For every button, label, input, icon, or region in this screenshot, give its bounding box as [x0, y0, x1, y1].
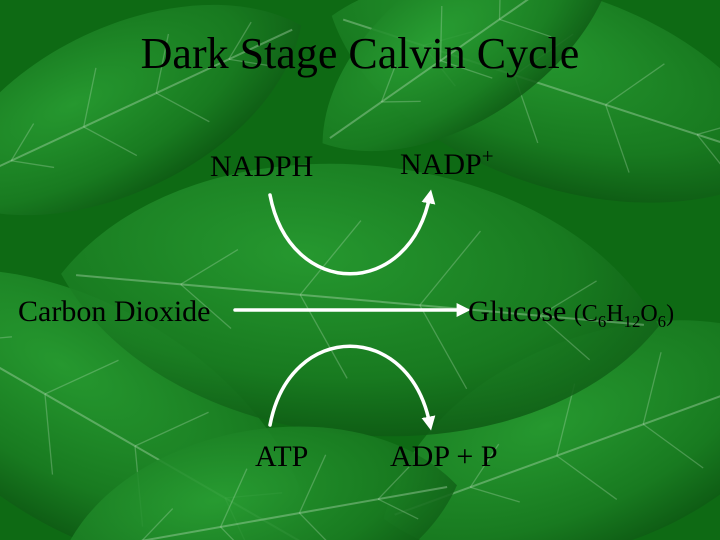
- label-atp: ATP: [255, 440, 308, 474]
- label-nadph: NADPH: [210, 150, 313, 184]
- label-nadp-plus: NADP+: [400, 148, 494, 182]
- diagram-stage: Dark Stage Calvin Cycle NADPH NADP+ Carb…: [0, 0, 720, 540]
- reaction-arrows: [0, 0, 720, 540]
- label-adp-p: ADP + P: [390, 440, 498, 474]
- label-nadp-plus-sup: +: [482, 144, 494, 168]
- label-glucose: Glucose (C6H12O6): [468, 295, 674, 329]
- label-glucose-formula: (C6H12O6): [574, 301, 674, 327]
- label-carbon-dioxide: Carbon Dioxide: [18, 295, 210, 329]
- label-nadp-plus-prefix: NADP: [400, 148, 482, 181]
- label-glucose-prefix: Glucose: [468, 295, 574, 328]
- diagram-title: Dark Stage Calvin Cycle: [0, 28, 720, 79]
